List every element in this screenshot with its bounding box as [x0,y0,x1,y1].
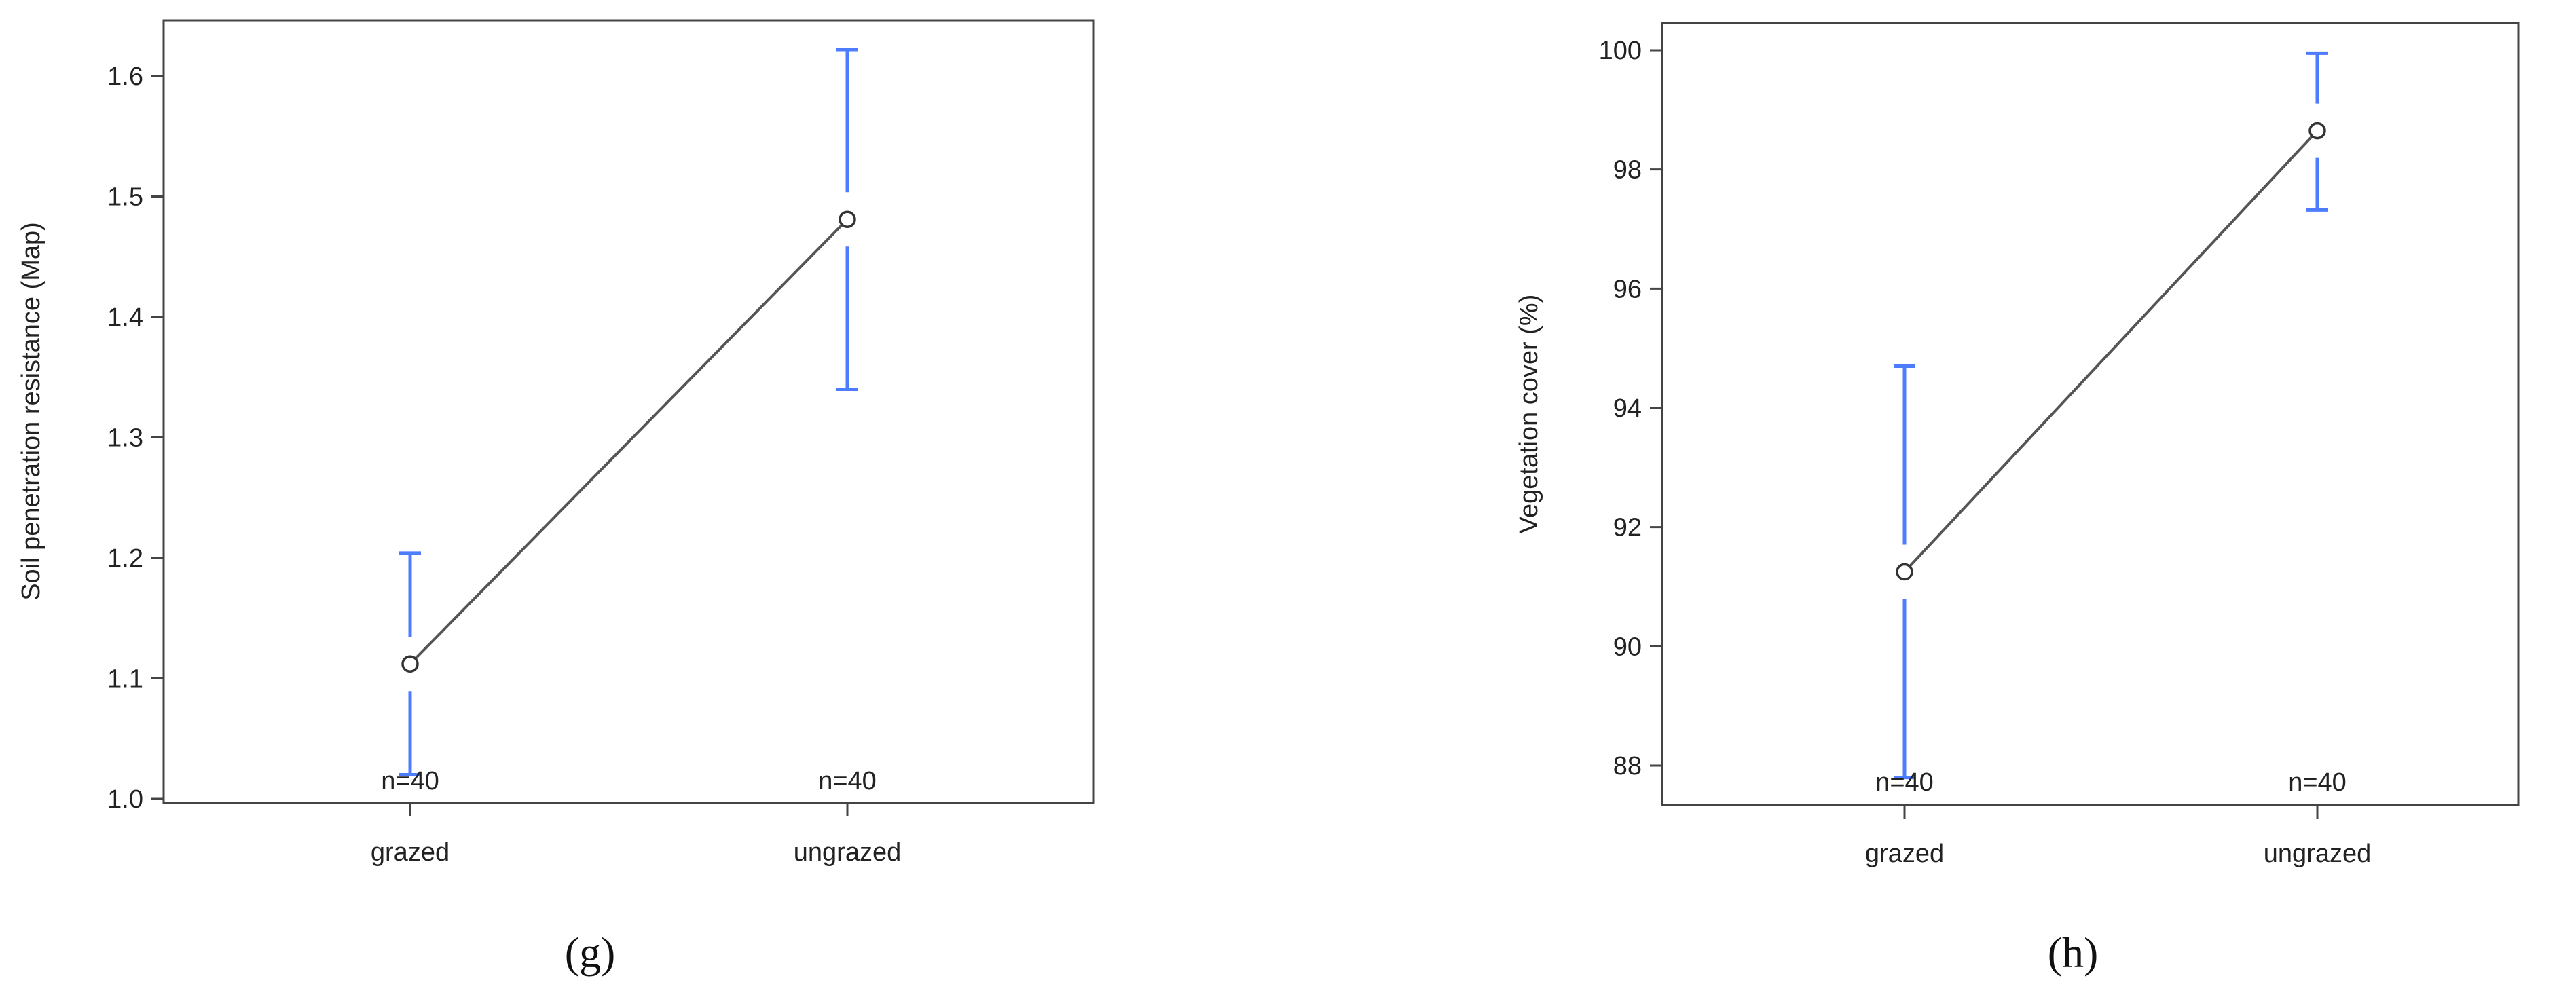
y-tick-label: 1.6 [107,62,143,91]
x-tick-label: ungrazed [2264,840,2371,868]
y-tick-label: 1.3 [107,424,143,453]
mean-point [2308,121,2326,140]
y-tick-label: 96 [1613,275,1642,303]
y-tick-label: 1.2 [107,544,143,573]
y-tick-label: 98 [1613,156,1642,185]
sample-size-label: n=40 [1875,768,1934,797]
y-tick-label: 94 [1613,394,1642,423]
sample-size-label: n=40 [381,767,439,795]
mean-point [1896,563,1913,581]
plot-frame [1661,22,2520,806]
y-tick-label: 1.0 [107,785,143,814]
y-tick-label: 1.5 [107,183,143,212]
y-tick-label: 100 [1599,37,1642,65]
chart-panel-g: Soil penetration resistance (Map) (g) 1.… [17,19,1095,977]
x-tick-label: grazed [371,838,449,867]
sample-size-label: n=40 [818,767,877,795]
y-axis-label: Vegetation cover (%) [1515,295,1543,534]
mean-line [1903,130,2319,573]
y-axis-label: Soil penetration resistance (Map) [17,222,45,601]
panel-label: (h) [2048,928,2099,977]
mean-line [409,218,849,665]
y-tick-label: 88 [1613,752,1642,781]
mean-point [839,210,856,228]
mean-point [401,655,419,673]
y-tick-label: 1.4 [107,303,143,332]
plot-frame [162,19,1095,804]
y-tick-label: 92 [1613,514,1642,542]
y-tick-label: 90 [1613,633,1642,661]
y-tick-label: 1.1 [107,665,143,694]
chart-panel-h: Vegetation cover (%) (h) 88 90 92 94 96 98 100… [1515,22,2520,977]
x-tick-label: grazed [1865,840,1944,868]
x-tick-label: ungrazed [794,838,901,867]
sample-size-label: n=40 [2288,768,2347,797]
panel-label: (g) [565,928,616,977]
